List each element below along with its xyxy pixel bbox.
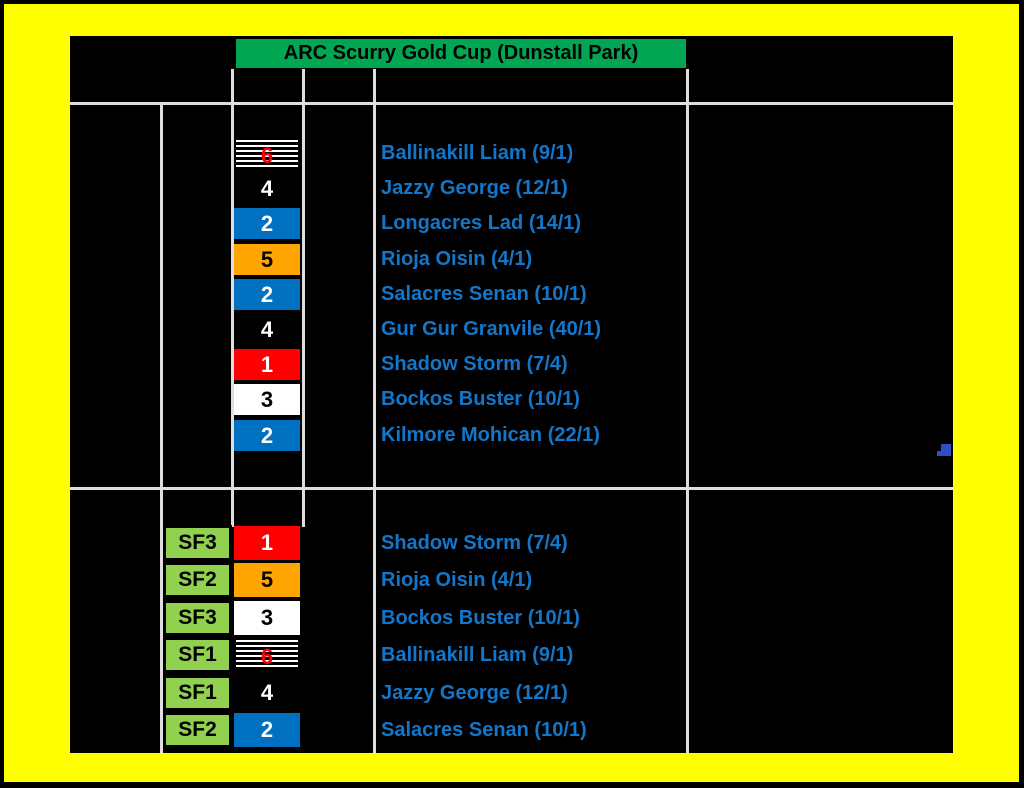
trap-badge: 6 <box>234 638 300 672</box>
runner-name: Shadow Storm (7/4) <box>381 532 568 554</box>
trap-badge: 2 <box>234 208 300 239</box>
trap-badge: 3 <box>234 384 300 415</box>
runner-name: Kilmore Mohican (22/1) <box>381 424 600 446</box>
runner-name: Salacres Senan (10/1) <box>381 719 587 741</box>
race-title: ARC Scurry Gold Cup (Dunstall Park) <box>233 36 689 71</box>
runner-name: Ballinakill Liam (9/1) <box>381 644 574 666</box>
trap-badge: 2 <box>234 279 300 310</box>
trap-badge: 2 <box>234 420 300 451</box>
trap-badge: 4 <box>260 317 274 342</box>
runner-name: Jazzy George (12/1) <box>381 682 568 704</box>
runner-name: Gur Gur Granvile (40/1) <box>381 318 602 340</box>
semifinal-badge: SF3 <box>163 525 232 561</box>
gridline-horizontal-top <box>70 102 953 105</box>
runner-name: Longacres Lad (14/1) <box>381 212 582 234</box>
semifinal-badge: SF1 <box>163 637 232 673</box>
trap-badge: 6 <box>234 138 300 169</box>
semifinal-badge: SF3 <box>163 600 232 636</box>
blue-artifact-mark <box>937 444 951 456</box>
runner-name: Bockos Buster (10/1) <box>381 607 580 629</box>
trap-badge: 3 <box>234 601 300 635</box>
trap-badge: 1 <box>234 349 300 380</box>
runner-name: Rioja Oisin (4/1) <box>381 248 533 270</box>
trap-badge: 5 <box>234 563 300 597</box>
trap-badge: 4 <box>260 176 274 201</box>
gridline-vertical-3 <box>302 69 305 527</box>
runner-name: Rioja Oisin (4/1) <box>381 569 533 591</box>
trap-badge: 2 <box>234 713 300 747</box>
runner-name: Jazzy George (12/1) <box>381 177 568 199</box>
semifinal-badge: SF1 <box>163 675 232 711</box>
runner-name: Bockos Buster (10/1) <box>381 388 580 410</box>
gridline-vertical-1 <box>160 102 163 753</box>
gridline-horizontal-middle <box>70 487 953 490</box>
trap-badge: 5 <box>234 244 300 275</box>
runner-name: Ballinakill Liam (9/1) <box>381 142 574 164</box>
trap-badge: 1 <box>234 526 300 560</box>
runner-name: Salacres Senan (10/1) <box>381 283 587 305</box>
gridline-vertical-2 <box>231 69 234 527</box>
gridline-vertical-5 <box>686 69 689 753</box>
semifinal-badge: SF2 <box>163 562 232 598</box>
runner-name: Shadow Storm (7/4) <box>381 353 568 375</box>
gridline-vertical-4 <box>373 69 376 753</box>
trap-badge: 4 <box>260 680 274 705</box>
semifinal-badge: SF2 <box>163 712 232 748</box>
